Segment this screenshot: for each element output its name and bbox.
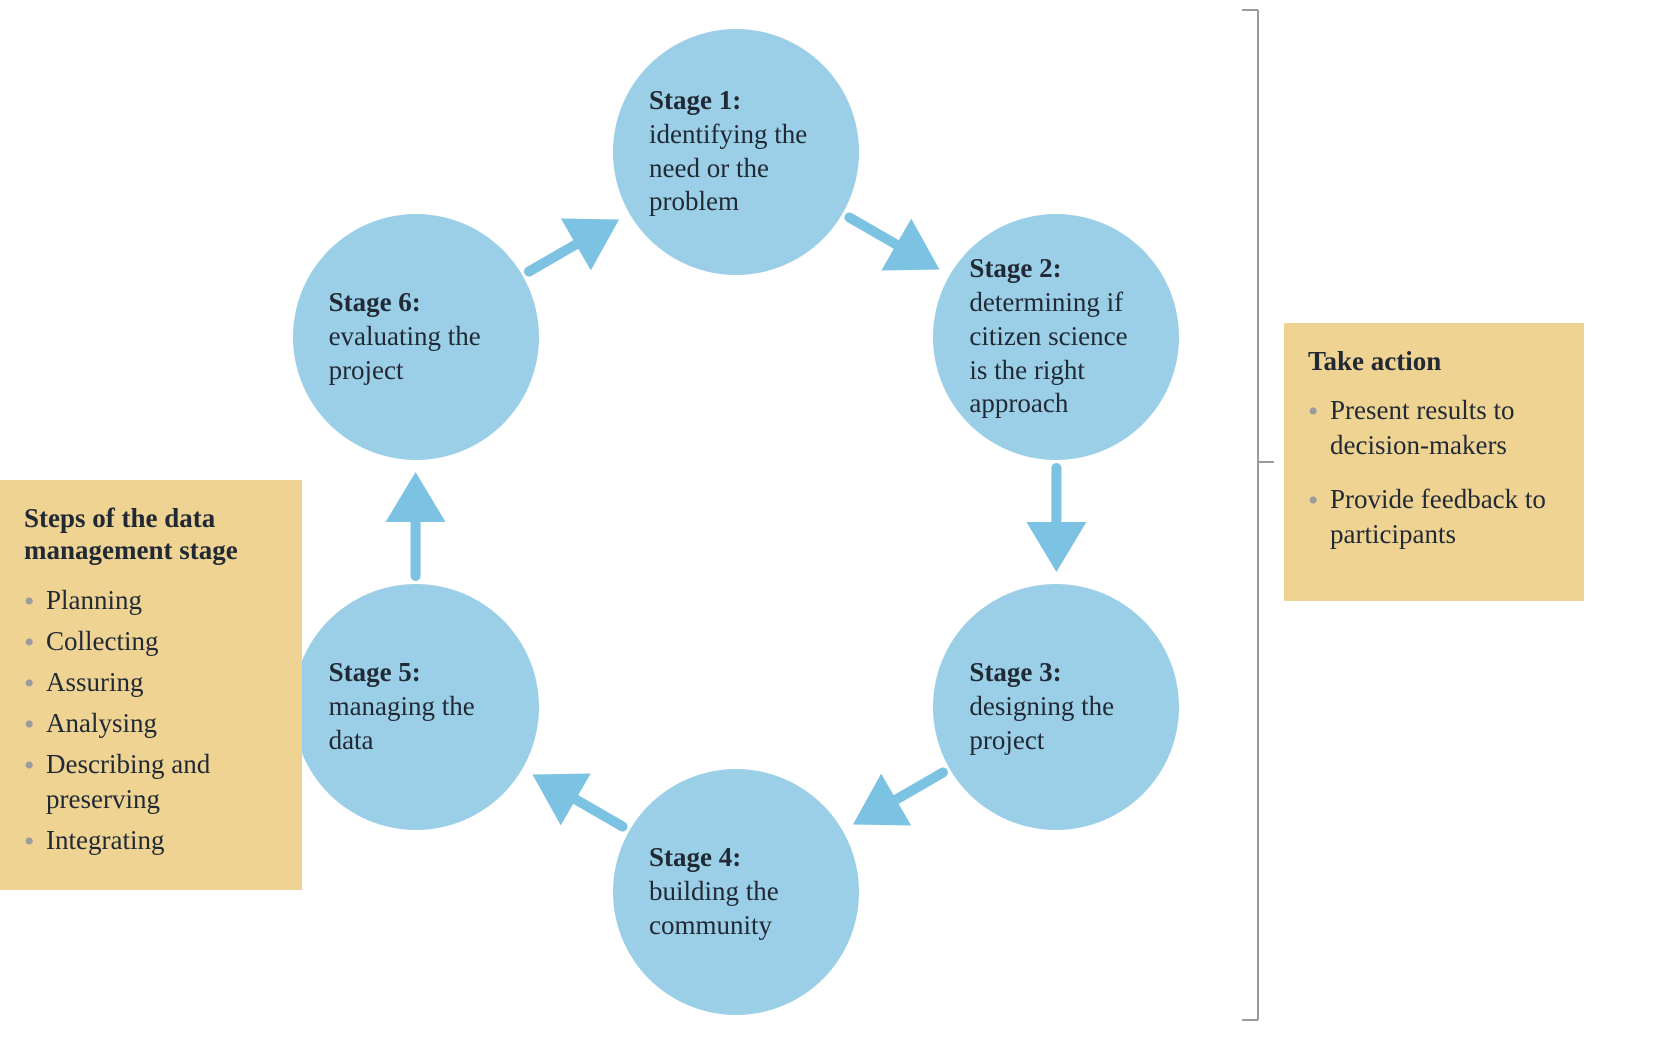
diagram-container: Stage 1:identifying the need or the prob… [0, 0, 1680, 1043]
right-bracket [1242, 10, 1274, 1020]
bracket-layer [0, 0, 1680, 1043]
